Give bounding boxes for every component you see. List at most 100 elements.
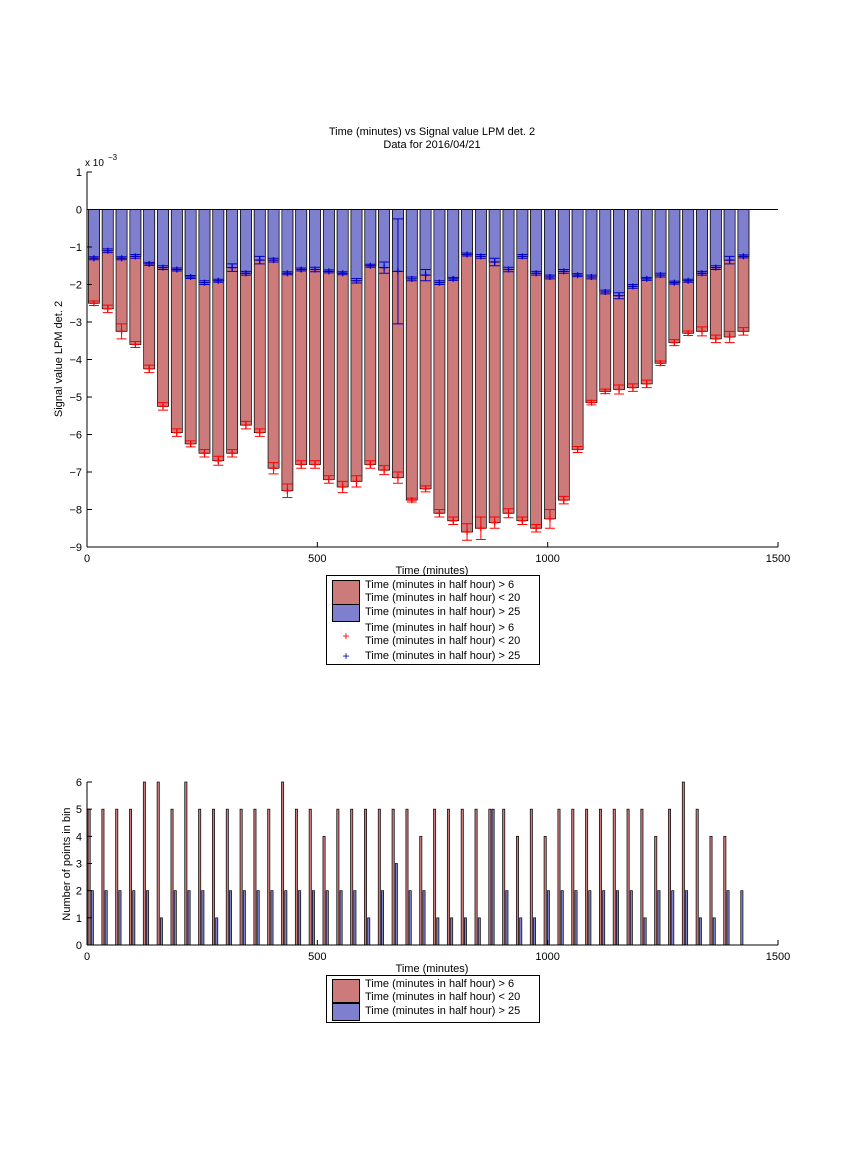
x-tick-label: 0 <box>84 951 90 963</box>
legend-label: Time (minutes in half hour) > 6 <box>365 978 515 990</box>
bar-red <box>695 808 699 946</box>
bar-blue <box>184 209 197 278</box>
bar-blue <box>461 209 473 255</box>
bar-blue <box>381 890 384 946</box>
bar-blue <box>488 209 501 263</box>
bar-red <box>350 808 354 946</box>
bar-blue <box>229 890 232 946</box>
bar-red <box>198 808 202 946</box>
y-tick-label: 0 <box>76 940 82 952</box>
bar-blue <box>737 209 750 257</box>
bar-red <box>364 808 367 946</box>
y-tick-label: −3 <box>69 317 82 329</box>
bar-blue <box>671 890 675 946</box>
bar-blue <box>464 917 467 946</box>
bar-blue <box>309 209 321 270</box>
bar-blue <box>405 209 418 280</box>
bar-red <box>156 781 160 946</box>
bar-blue <box>588 890 592 946</box>
bar-red <box>571 808 575 946</box>
y-tick-label: 6 <box>76 777 82 789</box>
bar-blue <box>698 917 702 946</box>
bar-blue <box>433 209 446 283</box>
y-axis-label: Number of points in bin <box>61 807 73 920</box>
y-tick-label: 1 <box>76 913 82 925</box>
bar-red <box>184 781 188 946</box>
bar-blue <box>242 890 246 946</box>
y-tick-label: 5 <box>76 804 82 816</box>
bar-red <box>391 808 395 946</box>
bar-red <box>419 835 423 946</box>
bar-blue <box>519 917 523 946</box>
bar-blue <box>115 209 128 259</box>
bar-red <box>405 808 409 946</box>
bar-red <box>267 808 271 946</box>
bar-blue <box>560 890 564 946</box>
bar-blue <box>640 209 653 280</box>
bar-blue <box>198 209 211 283</box>
y-axis-label: Signal value LPM det. 2 <box>53 301 65 417</box>
bar-red <box>433 808 437 946</box>
legend-swatch <box>332 979 360 1003</box>
bar-blue <box>657 890 661 946</box>
bar-blue <box>419 209 432 276</box>
x-tick-label: 500 <box>308 553 326 565</box>
bar-blue <box>516 209 529 257</box>
bar-blue <box>212 209 225 282</box>
bar-blue <box>253 209 266 261</box>
bar-blue <box>505 890 509 946</box>
bar-blue <box>267 209 280 261</box>
bar-blue <box>311 890 315 946</box>
bar-blue <box>474 209 487 257</box>
bar-red <box>668 808 672 946</box>
bar-blue <box>408 890 412 946</box>
bar-blue <box>394 863 398 946</box>
bar-blue <box>629 890 633 946</box>
bar-red <box>612 808 616 946</box>
bar-blue <box>709 209 722 268</box>
bar-red <box>294 808 298 946</box>
legend-entry-blue-bar: Time (minutes in half hour) > 25 <box>327 1003 539 1021</box>
bar-blue <box>201 890 205 946</box>
bar-blue <box>353 890 357 946</box>
bar-blue <box>270 890 274 946</box>
bar-blue <box>544 209 556 278</box>
y-tick-label: −6 <box>69 430 82 442</box>
bar-red <box>709 835 713 946</box>
legend-swatch <box>332 580 360 606</box>
bar-blue <box>367 917 371 946</box>
bar-blue <box>159 917 163 946</box>
bar-blue <box>240 209 252 274</box>
legend-entry-blue-marker: + Time (minutes in half hour) > 25 <box>327 650 539 663</box>
bar-blue <box>668 209 681 283</box>
bar-red <box>170 808 174 946</box>
bar-blue <box>726 890 730 946</box>
bar-blue <box>322 209 335 272</box>
bar-red <box>101 808 105 946</box>
bar-red <box>502 808 506 946</box>
bar-blue <box>491 808 495 946</box>
x-axis-label: Time (minutes) <box>396 963 469 975</box>
bar-blue <box>298 890 302 946</box>
plus-marker-icon: + <box>342 629 350 643</box>
bar-blue <box>226 209 238 268</box>
bar-blue <box>546 890 550 946</box>
y-tick-label: −2 <box>69 280 82 292</box>
legend-entry-red-bar: Time (minutes in half hour) > 6 Time (mi… <box>327 579 539 606</box>
bar-blue <box>616 890 619 946</box>
bar-red <box>598 808 602 946</box>
bar-blue <box>170 209 183 270</box>
bar-blue <box>602 890 606 946</box>
bar-blue <box>146 890 150 946</box>
bar-blue <box>574 890 578 946</box>
bar-blue <box>129 209 142 257</box>
bar-blue <box>378 209 391 268</box>
signal-chart: Time (minutes) vs Signal value LPM det. … <box>53 126 790 577</box>
bar-red <box>461 209 473 533</box>
x-axis-label: Time (minutes) <box>396 565 469 577</box>
y-tick-label: −1 <box>69 242 82 254</box>
bar-blue <box>585 209 598 278</box>
x-tick-label: 1000 <box>535 553 559 565</box>
bar-red <box>253 808 257 946</box>
